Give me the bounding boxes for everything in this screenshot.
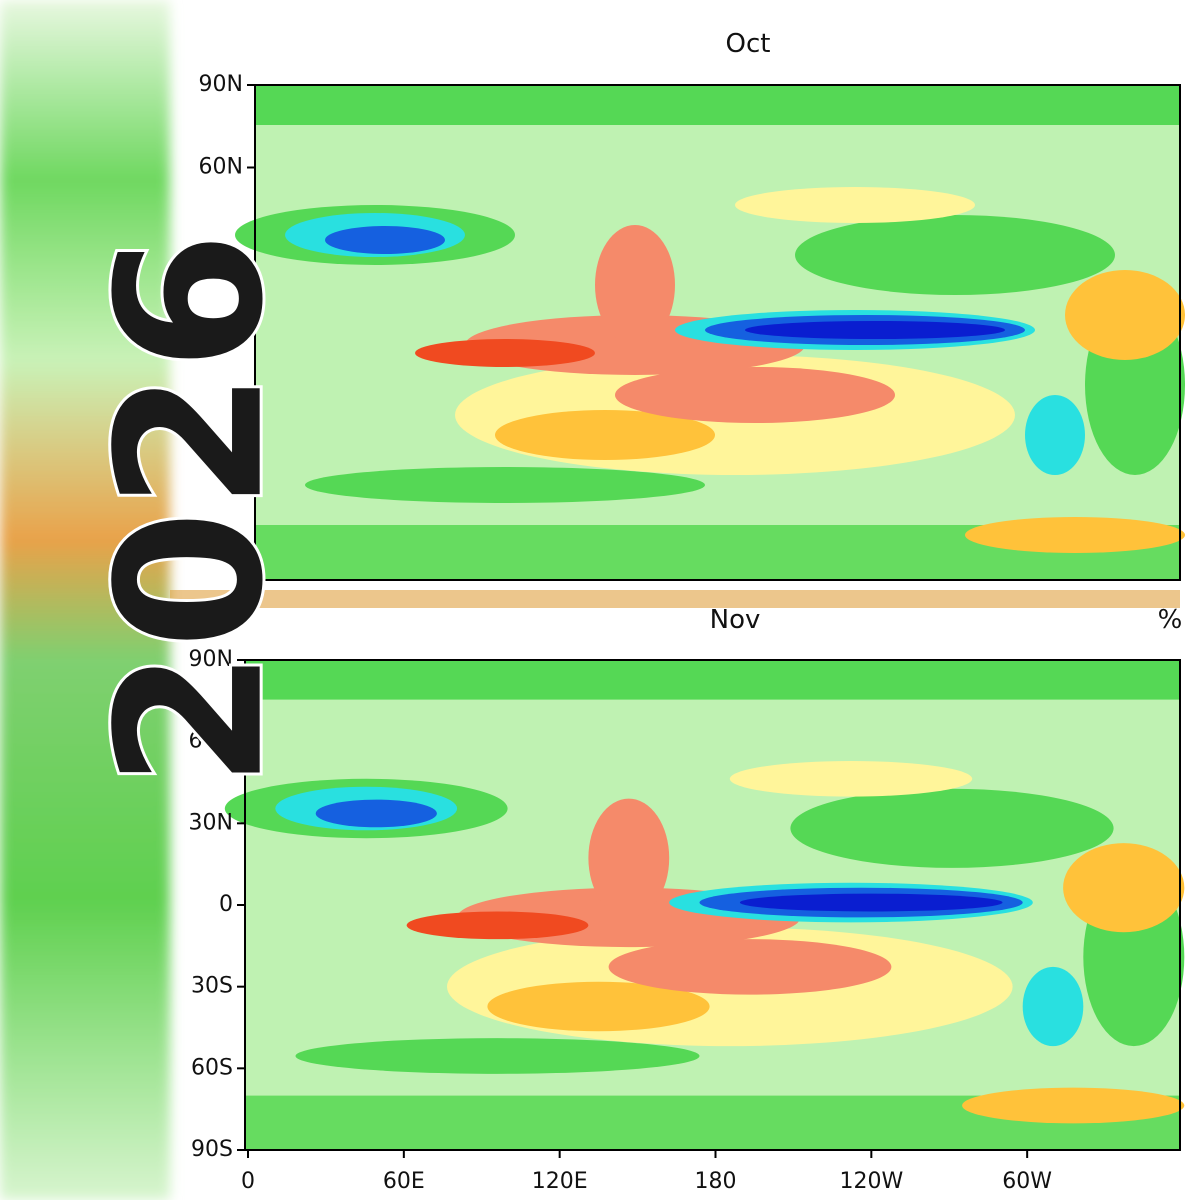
lon-label: 120W (839, 1169, 903, 1194)
lat-label: 60N (189, 729, 233, 754)
lat-label: 60S (191, 1055, 233, 1080)
colorbar-strip (170, 590, 1180, 608)
lat-label: 30S (191, 974, 233, 999)
blurred-backdrop (0, 0, 170, 1200)
panel: Oct 90N 60N (199, 29, 1185, 581)
map (235, 85, 1185, 580)
lat-label: 0 (219, 892, 233, 917)
lat-label: 90N (199, 72, 243, 97)
panel-title: Nov (710, 605, 761, 635)
lon-label: 60W (1002, 1169, 1052, 1194)
lat-label: 30N (189, 810, 233, 835)
map-frame (254, 84, 1181, 581)
lon-label: 0 (241, 1169, 255, 1194)
lat-label: 60N (199, 155, 243, 180)
lat-label: 90S (191, 1137, 233, 1162)
panel-title: Oct (726, 29, 771, 59)
lon-label: 120E (532, 1169, 588, 1194)
lon-label: 180 (695, 1169, 737, 1194)
map (224, 660, 1185, 1151)
lon-label: 60E (383, 1169, 425, 1194)
panel: Nov % 90N 60N 30N 0 30S 60S 90S 0 60E 120E 180 120W… (189, 605, 1185, 1194)
unit-label: % (1158, 605, 1183, 635)
year-overlay: 2026 (75, 232, 308, 789)
lat-label: 90N (189, 647, 233, 672)
